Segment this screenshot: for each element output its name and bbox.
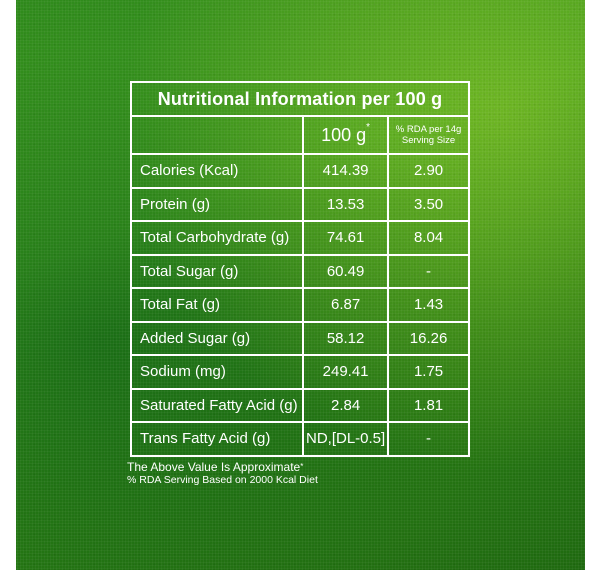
rda-value: -	[387, 253, 470, 289]
per100-value: 6.87	[302, 287, 390, 323]
nutrient-label: Total Carbohydrate (g)	[129, 220, 305, 256]
header-label-cell	[129, 115, 305, 155]
table-row: Added Sugar (g) 58.12 16.26	[129, 320, 470, 356]
header-per100-text: 100 g	[321, 124, 367, 145]
per100-value: 58.12	[302, 320, 390, 356]
per100-value: 60.49	[302, 253, 390, 289]
header-per100-asterisk: *	[366, 121, 371, 133]
rda-value: 1.43	[387, 287, 470, 323]
nutrition-table-container: Nutritional Information per 100 g 100 g*…	[129, 81, 470, 457]
per100-value: 2.84	[302, 387, 390, 423]
per100-value: 249.41	[302, 354, 390, 390]
nutrient-label: Trans Fatty Acid (g)	[129, 421, 305, 457]
table-row: Calories (Kcal) 414.39 2.90	[129, 153, 470, 189]
nutrient-label: Calories (Kcal)	[129, 153, 305, 189]
nutrient-label: Total Sugar (g)	[129, 253, 305, 289]
rda-basis-note: % RDA Serving Based on 2000 Kcal Diet	[127, 474, 318, 486]
table-row: Total Carbohydrate (g) 74.61 8.04	[129, 220, 470, 256]
nutrient-label: Protein (g)	[129, 186, 305, 222]
nutrient-label: Added Sugar (g)	[129, 320, 305, 356]
header-rda-line1: % RDA per 14g	[395, 124, 462, 135]
title-row: Nutritional Information per 100 g	[130, 81, 470, 117]
per100-value: 414.39	[302, 153, 390, 189]
rda-value: 1.81	[387, 387, 470, 423]
nutrient-label: Saturated Fatty Acid (g)	[129, 387, 305, 423]
rda-value: 8.04	[387, 220, 470, 256]
nutrition-table: Nutritional Information per 100 g 100 g*…	[129, 81, 470, 457]
per100-value: 13.53	[302, 186, 390, 222]
table-row: Total Sugar (g) 60.49 -	[129, 253, 470, 289]
header-row: 100 g* % RDA per 14g Serving Size	[129, 115, 470, 155]
rda-value: 16.26	[387, 320, 470, 356]
nutrient-label: Sodium (mg)	[129, 354, 305, 390]
nutrient-label: Total Fat (g)	[129, 287, 305, 323]
rda-value: 3.50	[387, 186, 470, 222]
per100-value: 74.61	[302, 220, 390, 256]
rda-value: 2.90	[387, 153, 470, 189]
table-title: Nutritional Information per 100 g	[130, 81, 470, 117]
header-rda-cell: % RDA per 14g Serving Size	[387, 115, 470, 155]
table-row: Saturated Fatty Acid (g) 2.84 1.81	[129, 387, 470, 423]
table-row: Sodium (mg) 249.41 1.75	[129, 354, 470, 390]
header-rda-line2: Serving Size	[401, 135, 456, 146]
footnotes: The Above Value Is Approximate* % RDA Se…	[127, 460, 318, 486]
rda-value: -	[387, 421, 470, 457]
per100-value: ND,[DL-0.5]	[302, 421, 390, 457]
table-row: Total Fat (g) 6.87 1.43	[129, 287, 470, 323]
table-row: Protein (g) 13.53 3.50	[129, 186, 470, 222]
approximate-note: The Above Value Is Approximate*	[127, 460, 318, 474]
header-per100-cell: 100 g*	[302, 115, 390, 155]
table-row: Trans Fatty Acid (g) ND,[DL-0.5] -	[129, 421, 470, 457]
rda-value: 1.75	[387, 354, 470, 390]
approximate-note-asterisk: *	[300, 462, 304, 471]
approximate-note-text: The Above Value Is Approximate	[127, 460, 301, 474]
